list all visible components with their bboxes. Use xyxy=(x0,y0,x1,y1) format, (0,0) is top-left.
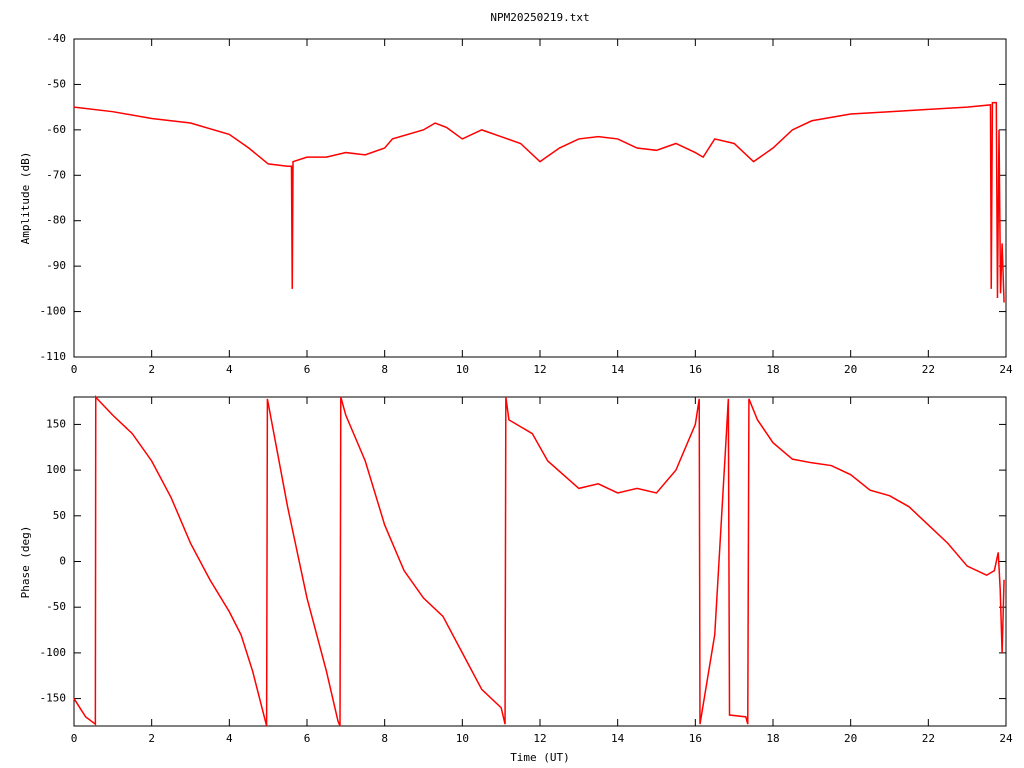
x-tick-label: 18 xyxy=(766,363,779,376)
x-tick-label: 10 xyxy=(456,363,469,376)
data-line xyxy=(73,394,1005,727)
x-tick-label: 10 xyxy=(456,732,469,745)
y-axis-label: Phase (deg) xyxy=(19,526,32,599)
data-line xyxy=(73,101,1005,303)
y-tick-label: -70 xyxy=(46,168,66,181)
x-tick-label: 0 xyxy=(71,363,78,376)
x-tick-label: 20 xyxy=(844,363,857,376)
x-tick-label: 14 xyxy=(611,732,625,745)
y-axis-label: Amplitude (dB) xyxy=(19,152,32,245)
x-axis-label: Time (UT) xyxy=(510,751,570,764)
x-tick-label: 2 xyxy=(148,732,155,745)
x-tick-label: 8 xyxy=(381,363,388,376)
x-tick-label: 0 xyxy=(71,732,78,745)
y-tick-label: -110 xyxy=(40,350,67,363)
x-tick-label: 14 xyxy=(611,363,625,376)
y-tick-label: -40 xyxy=(46,32,66,45)
x-tick-label: 2 xyxy=(148,363,155,376)
y-tick-label: -60 xyxy=(46,123,66,136)
y-tick-label: 150 xyxy=(46,417,66,430)
x-tick-label: 12 xyxy=(533,363,546,376)
x-tick-label: 8 xyxy=(381,732,388,745)
x-tick-label: 12 xyxy=(533,732,546,745)
plot-border xyxy=(73,396,1007,727)
x-tick-label: 16 xyxy=(689,732,702,745)
y-tick-label: -90 xyxy=(46,259,66,272)
x-tick-label: 24 xyxy=(999,363,1013,376)
y-tick-label: 50 xyxy=(53,509,66,522)
y-tick-label: -80 xyxy=(46,214,66,227)
x-tick-label: 22 xyxy=(922,732,935,745)
x-tick-label: 6 xyxy=(304,732,311,745)
chart-title: NPM20250219.txt xyxy=(490,11,589,24)
y-tick-label: -50 xyxy=(46,77,66,90)
x-tick-label: 20 xyxy=(844,732,857,745)
x-tick-label: 4 xyxy=(226,732,233,745)
x-tick-label: 18 xyxy=(766,732,779,745)
y-tick-label: -100 xyxy=(40,305,67,318)
x-tick-label: 24 xyxy=(999,732,1013,745)
x-tick-label: 6 xyxy=(304,363,311,376)
y-tick-label: 0 xyxy=(59,555,66,568)
y-tick-label: -100 xyxy=(40,646,67,659)
x-tick-label: 22 xyxy=(922,363,935,376)
y-tick-label: -50 xyxy=(46,600,66,613)
x-tick-label: 16 xyxy=(689,363,702,376)
x-tick-label: 4 xyxy=(226,363,233,376)
y-tick-label: -150 xyxy=(40,692,67,705)
plot-border xyxy=(73,38,1007,358)
y-tick-label: 100 xyxy=(46,463,66,476)
